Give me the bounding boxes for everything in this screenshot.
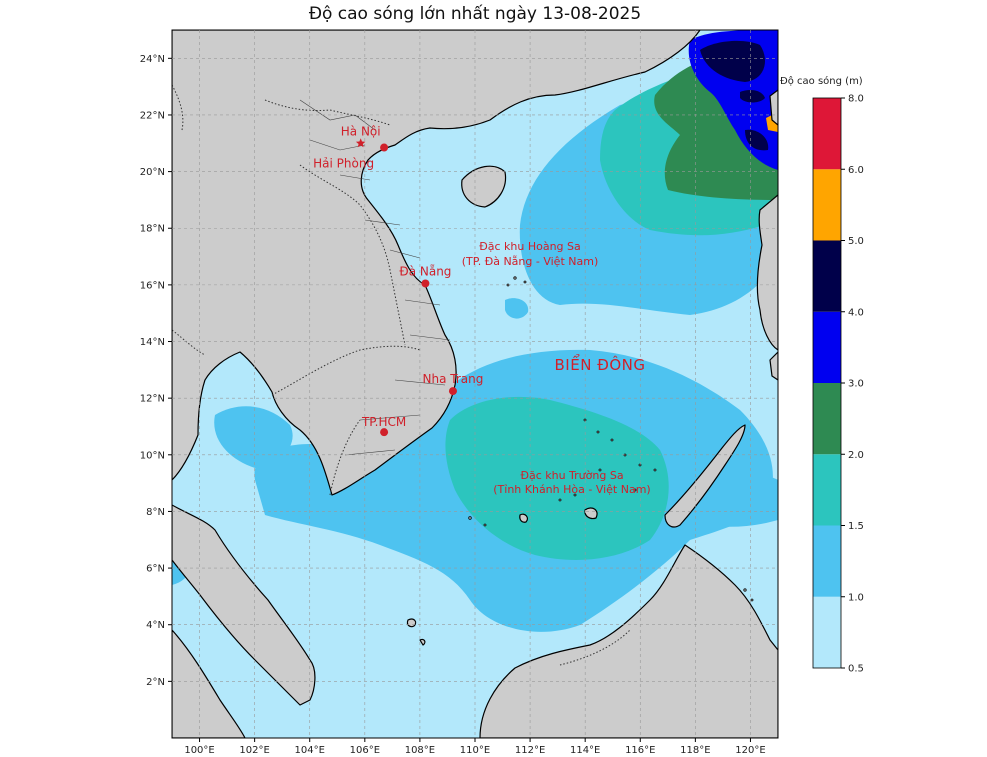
lon-tick-label: 108°E <box>405 745 435 756</box>
lon-tick-label: 120°E <box>735 745 765 756</box>
lon-tick-label: 100°E <box>184 745 214 756</box>
archipelago-islands <box>468 276 754 602</box>
lon-tick-label: 118°E <box>680 745 710 756</box>
hoang-sa-label-2: (TP. Đà Nẵng - Việt Nam) <box>462 255 598 268</box>
colorbar-tick-label: 5.0 <box>848 236 864 247</box>
lat-tick-label: 16°N <box>140 280 165 291</box>
lat-tick-label: 8°N <box>146 507 165 518</box>
lon-tick-label: 116°E <box>625 745 655 756</box>
colorbar-tick-label: 3.0 <box>848 379 864 390</box>
place-dot-marker <box>380 143 389 152</box>
lon-tick-label: 102°E <box>239 745 269 756</box>
latitude-ticks: 2°N 4°N 6°N 8°N 10°N 12°N 14°N 16°N 18°N 20°N 22°N… <box>140 54 778 688</box>
place-dot-marker <box>421 279 430 288</box>
colorbar-tick-label: 0.5 <box>848 664 864 675</box>
map-layer <box>172 30 778 738</box>
lat-tick-label: 18°N <box>140 224 165 235</box>
lat-tick-label: 2°N <box>146 677 165 688</box>
lon-tick-label: 114°E <box>570 745 600 756</box>
lon-tick-label: 104°E <box>295 745 325 756</box>
place-markers: Hà Nội Hải Phòng Đà Nẵng Nha Trang TP.HCM <box>313 124 484 437</box>
colorbar-bin <box>813 98 841 170</box>
land-masses <box>172 30 778 738</box>
colorbar: 0.5 1.0 1.5 2.0 3.0 4.0 5.0 6.0 8.0 <box>812 94 864 675</box>
place-label: Nha Trang <box>423 372 484 386</box>
lon-tick-label: 110°E <box>460 745 490 756</box>
colorbar-bin <box>813 169 841 241</box>
colorbar-bin <box>813 596 841 668</box>
lat-tick-label: 14°N <box>140 337 165 348</box>
lat-tick-label: 4°N <box>146 620 165 631</box>
hainan-island <box>461 165 507 208</box>
truong-sa-label-1: Đặc khu Trường Sa <box>520 469 623 482</box>
truong-sa-label-2: (Tỉnh Khánh Hòa - Việt Nam) <box>493 483 650 496</box>
region-labels: Đặc khu Hoàng Sa (TP. Đà Nẵng - Việt Nam… <box>462 240 651 496</box>
lat-tick-label: 6°N <box>146 564 165 575</box>
lat-tick-label: 20°N <box>140 167 165 178</box>
hoang-sa-label-1: Đặc khu Hoàng Sa <box>479 240 581 253</box>
colorbar-bin <box>813 240 841 312</box>
place-dot-marker <box>380 428 389 437</box>
colorbar-tick-label: 8.0 <box>848 94 864 105</box>
sea-label: BIỂN ĐÔNG <box>555 353 646 374</box>
place-label: TP.HCM <box>361 415 406 429</box>
taiwan-island <box>769 89 778 126</box>
country-borders <box>172 84 631 666</box>
borneo-island <box>479 544 778 738</box>
place-label: Đà Nẵng <box>399 264 451 278</box>
colorbar-tick-label: 1.0 <box>848 592 864 603</box>
place-dot-marker <box>448 387 457 396</box>
colorbar-tick-label: 1.5 <box>848 521 864 532</box>
place-label: Hải Phòng <box>313 157 374 171</box>
colorbar-bin <box>813 525 841 597</box>
lat-tick-label: 24°N <box>140 54 165 65</box>
colorbar-tick-label: 4.0 <box>848 307 864 318</box>
colorbar-bin <box>813 454 841 526</box>
lat-tick-label: 22°N <box>140 110 165 121</box>
lon-tick-label: 112°E <box>515 745 545 756</box>
philippines <box>756 194 778 351</box>
place-label: Hà Nội <box>341 124 381 138</box>
lon-tick-label: 106°E <box>350 745 380 756</box>
wave-zone-4.0-5.0 <box>700 40 769 151</box>
colorbar-bin <box>813 311 841 383</box>
map-title: Độ cao sóng lớn nhất ngày 13-08-2025 <box>308 4 642 24</box>
longitude-ticks: 100°E 102°E 104°E 106°E 108°E 110°E 112°E 114°E… <box>184 30 766 756</box>
lat-tick-label: 10°N <box>140 450 165 461</box>
colorbar-tick-label: 6.0 <box>848 165 864 176</box>
colorbar-tick-label: 2.0 <box>848 450 864 461</box>
legend-title: Độ cao sóng (m) <box>780 76 863 87</box>
place-star-marker <box>355 138 366 148</box>
palawan-island <box>664 424 746 528</box>
colorbar-bin <box>813 383 841 455</box>
sumatra-island <box>172 629 246 738</box>
lat-tick-label: 12°N <box>140 394 165 405</box>
